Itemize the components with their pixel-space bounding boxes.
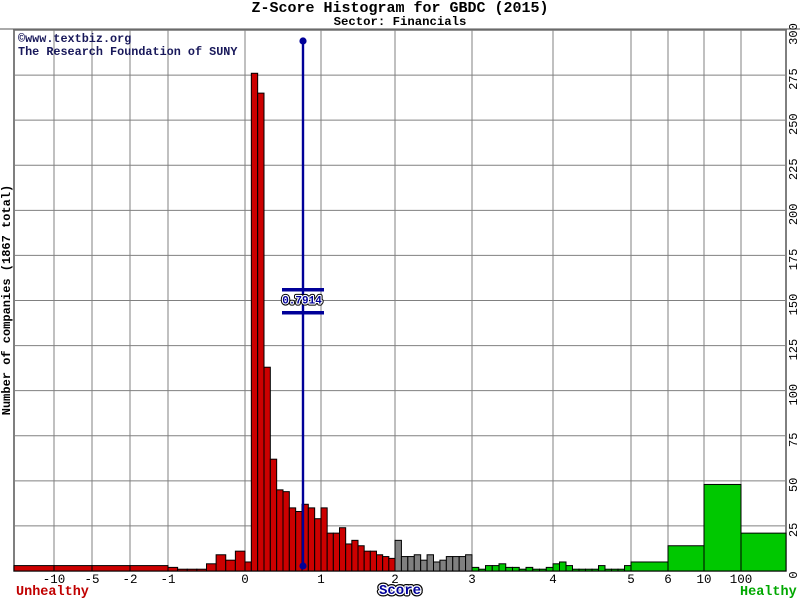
svg-text:Score: Score <box>379 583 421 599</box>
svg-text:The Research Foundation of SUN: The Research Foundation of SUNY <box>18 45 238 59</box>
svg-text:Sector: Financials: Sector: Financials <box>334 15 467 29</box>
svg-text:275: 275 <box>787 68 800 90</box>
svg-text:3: 3 <box>468 573 476 587</box>
svg-text:75: 75 <box>787 433 800 447</box>
svg-text:-1: -1 <box>160 573 175 587</box>
svg-text:0.7914: 0.7914 <box>282 296 322 308</box>
svg-text:5: 5 <box>627 573 635 587</box>
svg-text:50: 50 <box>787 478 800 492</box>
svg-text:1: 1 <box>317 573 325 587</box>
svg-text:6: 6 <box>664 573 672 587</box>
svg-text:Unhealthy: Unhealthy <box>16 585 89 600</box>
svg-text:Number of companies (1867 tota: Number of companies (1867 total) <box>0 185 14 415</box>
svg-text:125: 125 <box>787 339 800 361</box>
svg-text:100: 100 <box>787 384 800 406</box>
svg-text:150: 150 <box>787 294 800 316</box>
svg-text:Healthy: Healthy <box>740 585 797 600</box>
svg-text:250: 250 <box>787 113 800 135</box>
svg-text:©www.textbiz.org: ©www.textbiz.org <box>18 32 131 46</box>
svg-text:25: 25 <box>787 523 800 537</box>
svg-text:0: 0 <box>241 573 249 587</box>
svg-text:225: 225 <box>787 158 800 180</box>
svg-text:10: 10 <box>696 573 711 587</box>
svg-text:-2: -2 <box>122 573 137 587</box>
svg-text:175: 175 <box>787 249 800 271</box>
svg-text:0: 0 <box>787 571 800 578</box>
svg-text:300: 300 <box>787 23 800 45</box>
svg-text:200: 200 <box>787 204 800 226</box>
svg-text:4: 4 <box>549 573 557 587</box>
